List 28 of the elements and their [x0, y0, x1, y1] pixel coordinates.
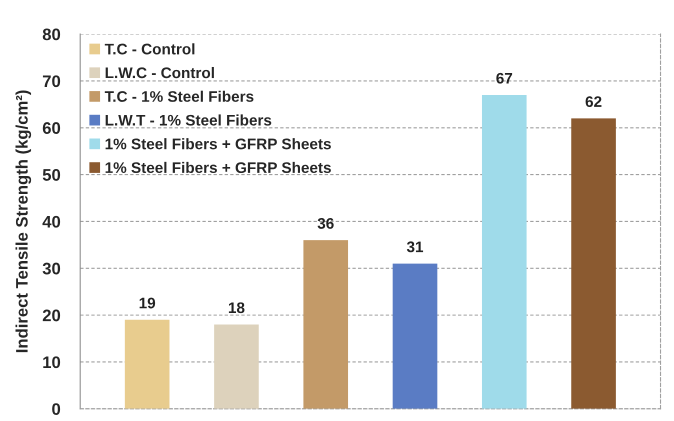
- data-label: 19: [140, 298, 156, 308]
- legend-label: L.W.T - 1% Steel Fibers: [106, 114, 272, 126]
- y-tick-label: 30: [42, 262, 60, 275]
- legend-label: T.C - 1% Steel Fibers: [104, 90, 254, 102]
- bar: [124, 320, 170, 409]
- data-label: 67: [496, 72, 512, 84]
- y-tick-label: 60: [42, 122, 60, 134]
- y-axis-title: Indirect Tensile Strength (kg/cm²): [16, 90, 32, 352]
- y-tick-label: 50: [42, 169, 60, 181]
- data-label: 18: [228, 302, 244, 314]
- bar: [214, 324, 259, 409]
- legend-label: L.W.C - Control: [106, 66, 214, 78]
- y-tick-label: 40: [42, 216, 60, 228]
- y-tick-label: 20: [42, 310, 60, 322]
- bar: [392, 264, 438, 409]
- bar: [482, 94, 527, 409]
- y-tick-label: 10: [43, 356, 60, 368]
- legend-label: T.C - Control: [104, 43, 194, 54]
- data-label: 31: [406, 241, 424, 252]
- bar: [571, 118, 616, 409]
- legend-label: 1% Steel Fibers + GFRP Sheets: [106, 138, 331, 150]
- y-tick-label: 80: [42, 28, 60, 40]
- y-tick-label: 0: [52, 403, 60, 415]
- y-tick-label: 70: [42, 75, 60, 88]
- data-label: 36: [318, 218, 334, 229]
- data-label: 62: [586, 96, 602, 108]
- bar: [303, 240, 348, 409]
- legend-label: 1% Steel Fibers + GFRP Sheets: [106, 162, 331, 174]
